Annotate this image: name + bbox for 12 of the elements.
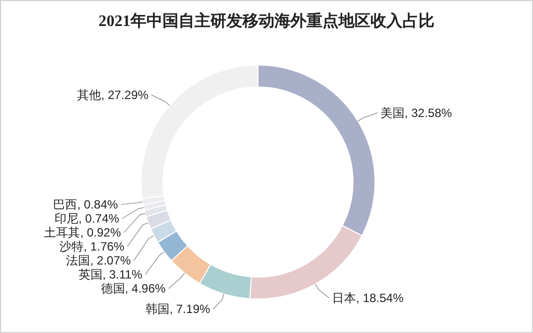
data-label: 日本, 18.54% [332,290,404,305]
data-label: 印尼, 0.74% [54,212,120,226]
data-label: 土耳其, 0.92% [44,226,121,240]
data-label: 巴西, 0.84% [53,198,118,212]
data-label: 美国, 32.58% [380,106,452,120]
data-label: 沙特, 1.76% [60,240,124,254]
data-label: 韩国, 7.19% [145,302,210,316]
data-label: 英国, 3.11% [78,268,142,282]
data-label: 其他, 27.29% [77,88,148,102]
chart-title: 2021年中国自主研发移动海外重点地区收入占比 [98,11,434,30]
data-label: 法国, 2.07% [66,254,131,268]
data-label: 德国, 4.96% [100,282,166,296]
